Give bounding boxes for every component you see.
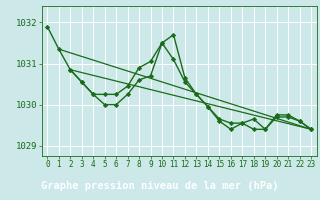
Text: Graphe pression niveau de la mer (hPa): Graphe pression niveau de la mer (hPa) <box>41 181 279 191</box>
